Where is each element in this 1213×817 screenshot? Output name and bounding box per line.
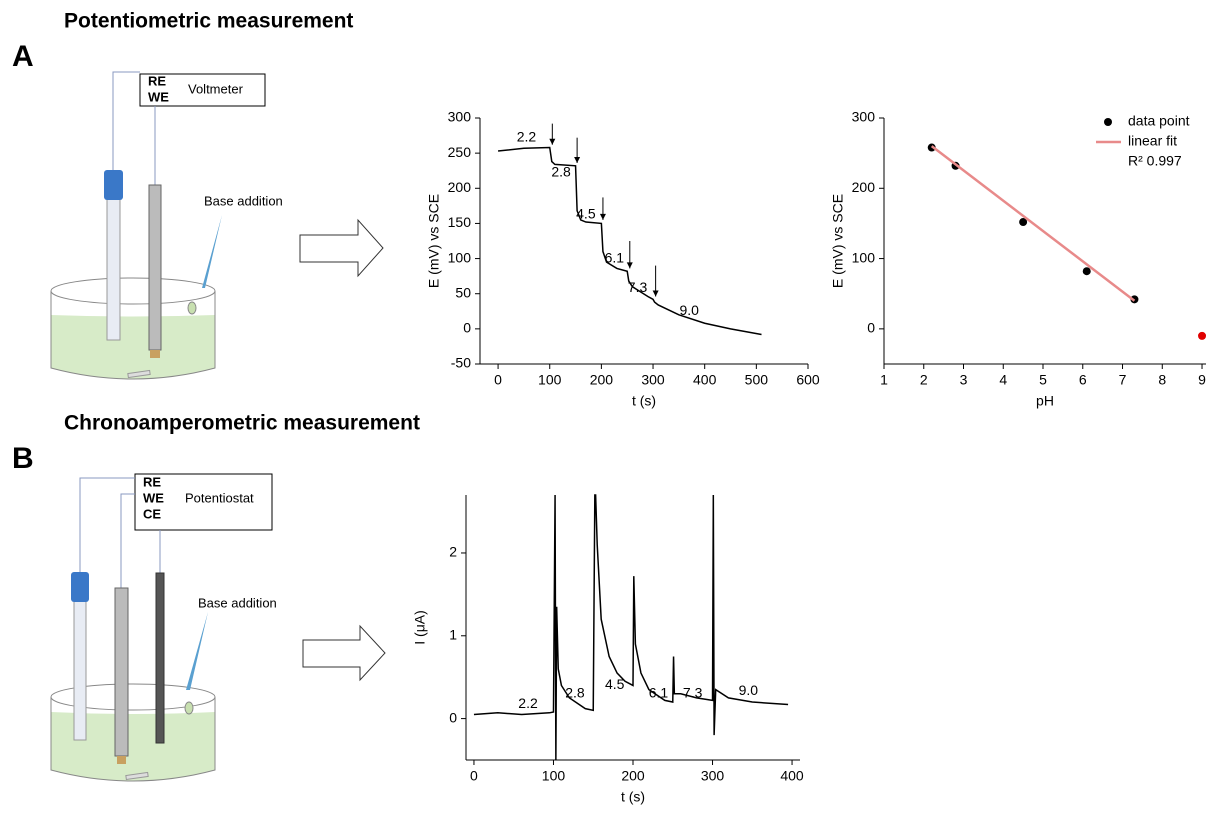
annotation: 2.8: [551, 164, 571, 180]
annotation-arrow: [652, 290, 659, 297]
panel-title: Potentiometric measurement: [64, 10, 353, 33]
legend-marker: [1104, 118, 1112, 126]
x-tick-label: 5: [1039, 372, 1047, 388]
annotation: 7.3: [683, 684, 703, 700]
electrode-label: WE: [143, 490, 164, 505]
annotation: 9.0: [679, 302, 699, 318]
y-tick-label: -50: [451, 355, 471, 371]
x-tick-label: 1: [880, 372, 888, 388]
data-line: [930, 145, 1136, 302]
x-tick-label: 0: [494, 372, 502, 388]
annotation-arrow: [574, 156, 581, 163]
data-point: [1198, 331, 1207, 340]
y-tick-label: 0: [867, 320, 875, 336]
annotation: 9.0: [739, 682, 759, 698]
x-tick-label: 9: [1198, 372, 1206, 388]
x-tick-label: 3: [960, 372, 968, 388]
x-tick-label: 200: [590, 372, 614, 388]
note-label: Base addition: [198, 595, 277, 610]
instrument-label: Potentiostat: [185, 490, 254, 505]
x-tick-label: 2: [920, 372, 928, 388]
electrode-label: CE: [143, 506, 161, 521]
annotation: 6.1: [605, 249, 625, 265]
x-tick-label: 500: [745, 372, 769, 388]
y-tick-label: 300: [448, 109, 472, 125]
annotation-arrow: [599, 213, 606, 220]
legend-label: linear fit: [1128, 133, 1177, 149]
panel-label: B: [12, 442, 34, 475]
electrode-label: RE: [143, 474, 161, 489]
x-tick-label: 0: [470, 768, 478, 784]
y-tick-label: 50: [455, 284, 471, 300]
x-tick-label: 300: [701, 768, 725, 784]
data-line: [497, 146, 762, 336]
fit-label: R² 0.997: [1128, 153, 1182, 169]
arrow: [299, 218, 384, 278]
annotation: 7.3: [628, 279, 648, 295]
annotation: 2.2: [517, 128, 537, 144]
electrode-label: WE: [148, 89, 169, 104]
data-point: [1082, 267, 1091, 276]
x-axis-title: pH: [1036, 393, 1054, 409]
y-tick-label: 0: [463, 320, 471, 336]
x-tick-label: 400: [693, 372, 717, 388]
y-axis-title: I (μA): [412, 610, 428, 645]
legend-label: data point: [1128, 113, 1190, 129]
setup-diagram: [50, 473, 273, 782]
x-tick-label: 7: [1119, 372, 1127, 388]
y-tick-label: 300: [852, 109, 876, 125]
annotation-arrow: [549, 138, 556, 145]
x-axis-title: t (s): [621, 789, 645, 805]
y-axis-title: E (mV) vs SCE: [426, 194, 442, 288]
x-tick-label: 6: [1079, 372, 1087, 388]
annotation: 6.1: [649, 684, 669, 700]
x-tick-label: 4: [999, 372, 1007, 388]
x-axis-title: t (s): [632, 393, 656, 409]
data-line: [473, 494, 789, 761]
x-tick-label: 400: [780, 768, 804, 784]
setup-diagram: [50, 71, 266, 380]
y-tick-label: 200: [448, 179, 472, 195]
y-tick-label: 100: [852, 249, 876, 265]
annotation: 4.5: [576, 206, 596, 222]
electrode-label: RE: [148, 73, 166, 88]
panel-label: A: [12, 40, 34, 73]
annotation: 4.5: [605, 676, 625, 692]
x-tick-label: 8: [1158, 372, 1166, 388]
x-tick-label: 300: [641, 372, 665, 388]
annotation: 2.2: [518, 695, 538, 711]
note-label: Base addition: [204, 193, 283, 208]
y-tick-label: 2: [449, 544, 457, 560]
instrument-label: Voltmeter: [188, 81, 244, 96]
x-tick-label: 200: [621, 768, 645, 784]
y-tick-label: 150: [448, 214, 472, 230]
x-tick-label: 600: [796, 372, 820, 388]
data-point: [1019, 218, 1028, 227]
y-tick-label: 200: [852, 179, 876, 195]
y-tick-label: 1: [449, 626, 457, 642]
panel-title: Chronoamperometric measurement: [64, 412, 420, 435]
x-tick-label: 100: [538, 372, 562, 388]
x-tick-label: 100: [542, 768, 566, 784]
annotation-arrow: [626, 262, 633, 269]
y-tick-label: 0: [449, 709, 457, 725]
y-axis-title: E (mV) vs SCE: [830, 194, 846, 288]
annotation: 2.8: [565, 684, 585, 700]
arrow: [302, 624, 386, 682]
y-tick-label: 100: [448, 249, 472, 265]
y-tick-label: 250: [448, 144, 472, 160]
